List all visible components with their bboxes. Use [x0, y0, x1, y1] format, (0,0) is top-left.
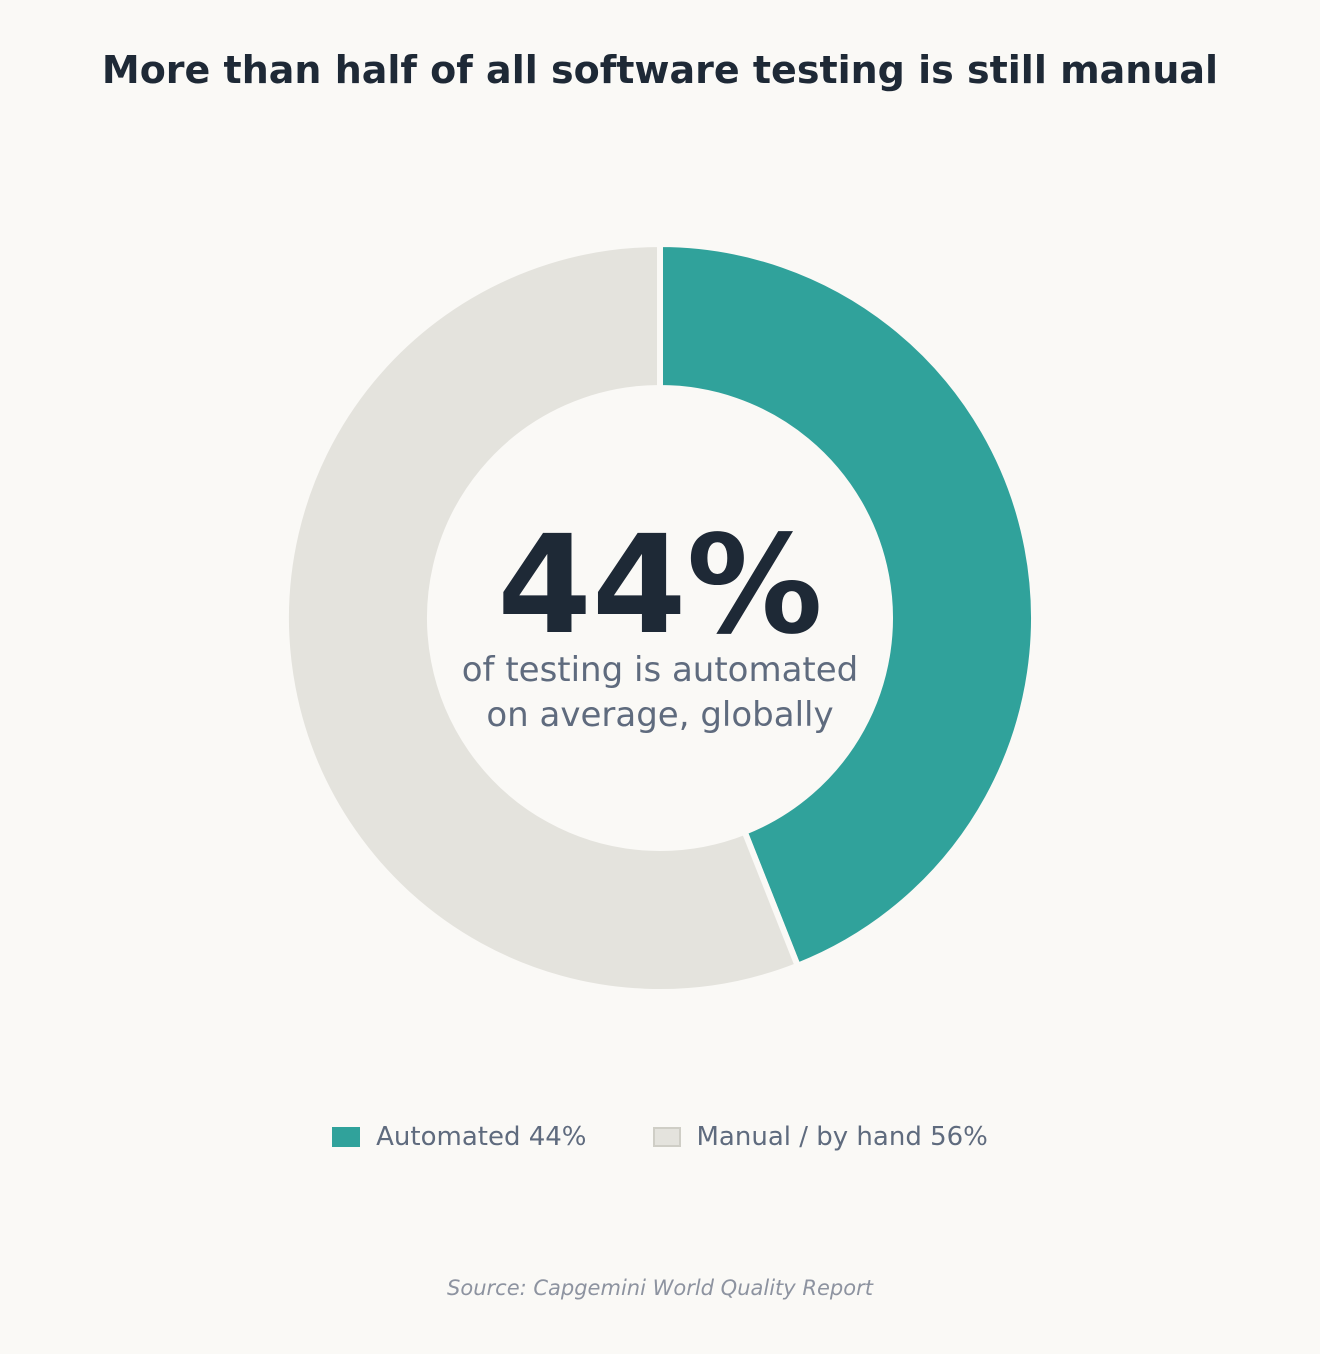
legend-swatch-manual — [652, 1127, 681, 1147]
donut-slice-manual — [283, 240, 802, 995]
source-note: Source: Capgemini World Quality Report — [447, 1276, 873, 1300]
legend-item-automated: Automated 44% — [332, 1122, 587, 1152]
legend-item-manual: Manual / by hand 56% — [652, 1122, 988, 1152]
donut-slice-automated — [657, 240, 1037, 970]
legend-label-automated: Automated 44% — [376, 1122, 587, 1152]
center-caption-line-1: of testing is automated — [462, 650, 859, 690]
donut-slices — [283, 240, 1037, 995]
legend-swatch-automated — [332, 1127, 361, 1147]
center-big-value: 44% — [497, 507, 823, 665]
center-caption-line-2: on average, globally — [486, 695, 833, 735]
legend: Automated 44% Manual / by hand 56% — [0, 1122, 1320, 1152]
legend-label-manual: Manual / by hand 56% — [696, 1122, 988, 1152]
chart-title: More than half of all software testing i… — [101, 48, 1219, 92]
